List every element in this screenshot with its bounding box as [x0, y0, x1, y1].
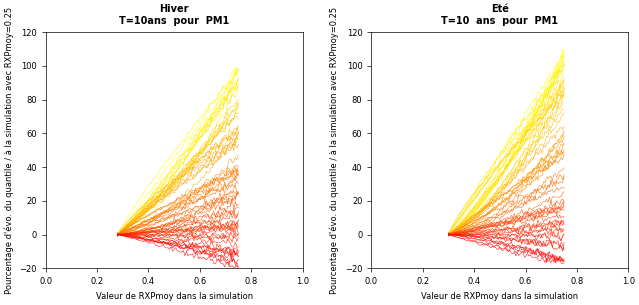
Title: Eté
T=10  ans  pour  PM1: Eté T=10 ans pour PM1: [442, 4, 558, 26]
X-axis label: Valeur de RXPmoy dans la simulation: Valeur de RXPmoy dans la simulation: [96, 292, 252, 301]
X-axis label: Valeur de RXPmoy dans la simulation: Valeur de RXPmoy dans la simulation: [421, 292, 578, 301]
Title: Hiver
T=10ans  pour  PM1: Hiver T=10ans pour PM1: [119, 4, 229, 26]
Y-axis label: Pourcentage d'évo. du quantile / à la simulation avec RXPmoy=0.25: Pourcentage d'évo. du quantile / à la si…: [330, 7, 339, 294]
Y-axis label: Pourcentage d'évo. du quantile / à la simulation avec RXPmoy=0.25: Pourcentage d'évo. du quantile / à la si…: [4, 7, 13, 294]
